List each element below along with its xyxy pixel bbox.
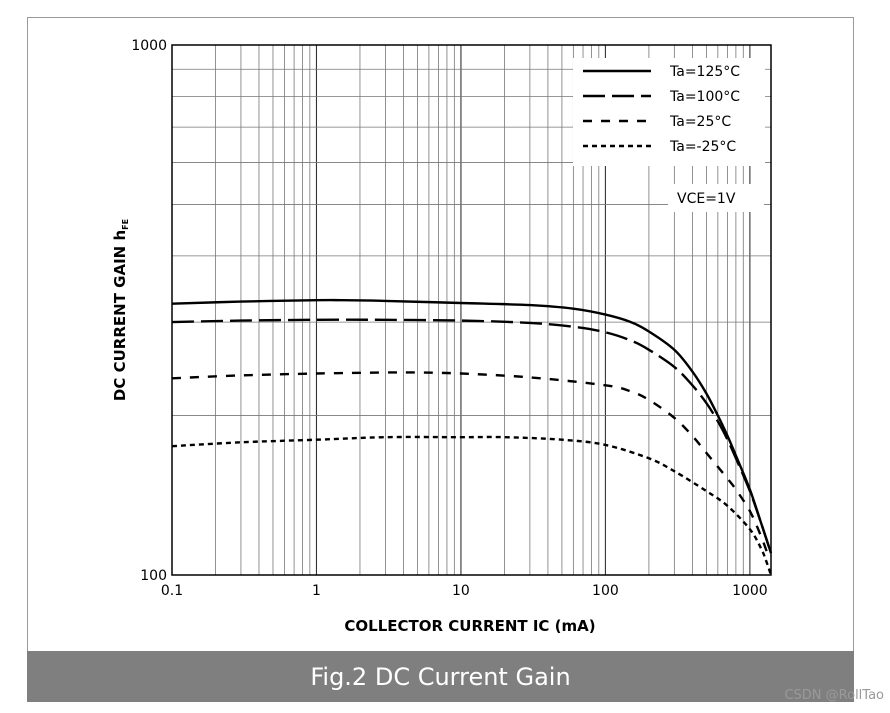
- series-line: [171, 318, 773, 554]
- watermark: CSDN @RollTao: [784, 688, 884, 703]
- plot-area: [171, 44, 772, 576]
- condition-box: [668, 184, 764, 212]
- legend-box: [573, 58, 765, 166]
- condition-label: VCE=1V: [677, 191, 736, 207]
- y-tick-label: 100: [140, 568, 167, 584]
- y-axis-title: DC CURRENT GAIN hFE: [111, 219, 130, 401]
- y-axis-title-sub: FE: [121, 219, 130, 230]
- series-line: [171, 371, 770, 558]
- series-line: [171, 435, 773, 576]
- grid: [172, 45, 771, 575]
- legend: Ta=125°C Ta=100°C Ta=25°C Ta=-25°C VCE=1V: [573, 58, 765, 212]
- legend-label: Ta=125°C: [669, 64, 740, 80]
- legend-label: Ta=-25°C: [669, 139, 736, 155]
- x-tick-label: 1: [312, 583, 321, 599]
- x-tick-label: 0.1: [161, 583, 183, 599]
- x-tick-label: 10: [452, 583, 470, 599]
- tick-labels: 0.1 1 10 100 1000 100 1000: [131, 38, 767, 599]
- x-axis-title: COLLECTOR CURRENT IC (mA): [344, 617, 595, 635]
- figure-caption: Fig.2 DC Current Gain: [27, 651, 854, 702]
- legend-label: Ta=25°C: [669, 114, 731, 130]
- x-tick-label: 100: [592, 583, 619, 599]
- y-tick-label: 1000: [131, 38, 167, 54]
- x-tick-label: 1000: [732, 583, 768, 599]
- series-line: [171, 298, 773, 554]
- y-axis-title-main: DC CURRENT GAIN h: [111, 230, 129, 401]
- legend-label: Ta=100°C: [669, 89, 740, 105]
- series-lines: [171, 298, 773, 576]
